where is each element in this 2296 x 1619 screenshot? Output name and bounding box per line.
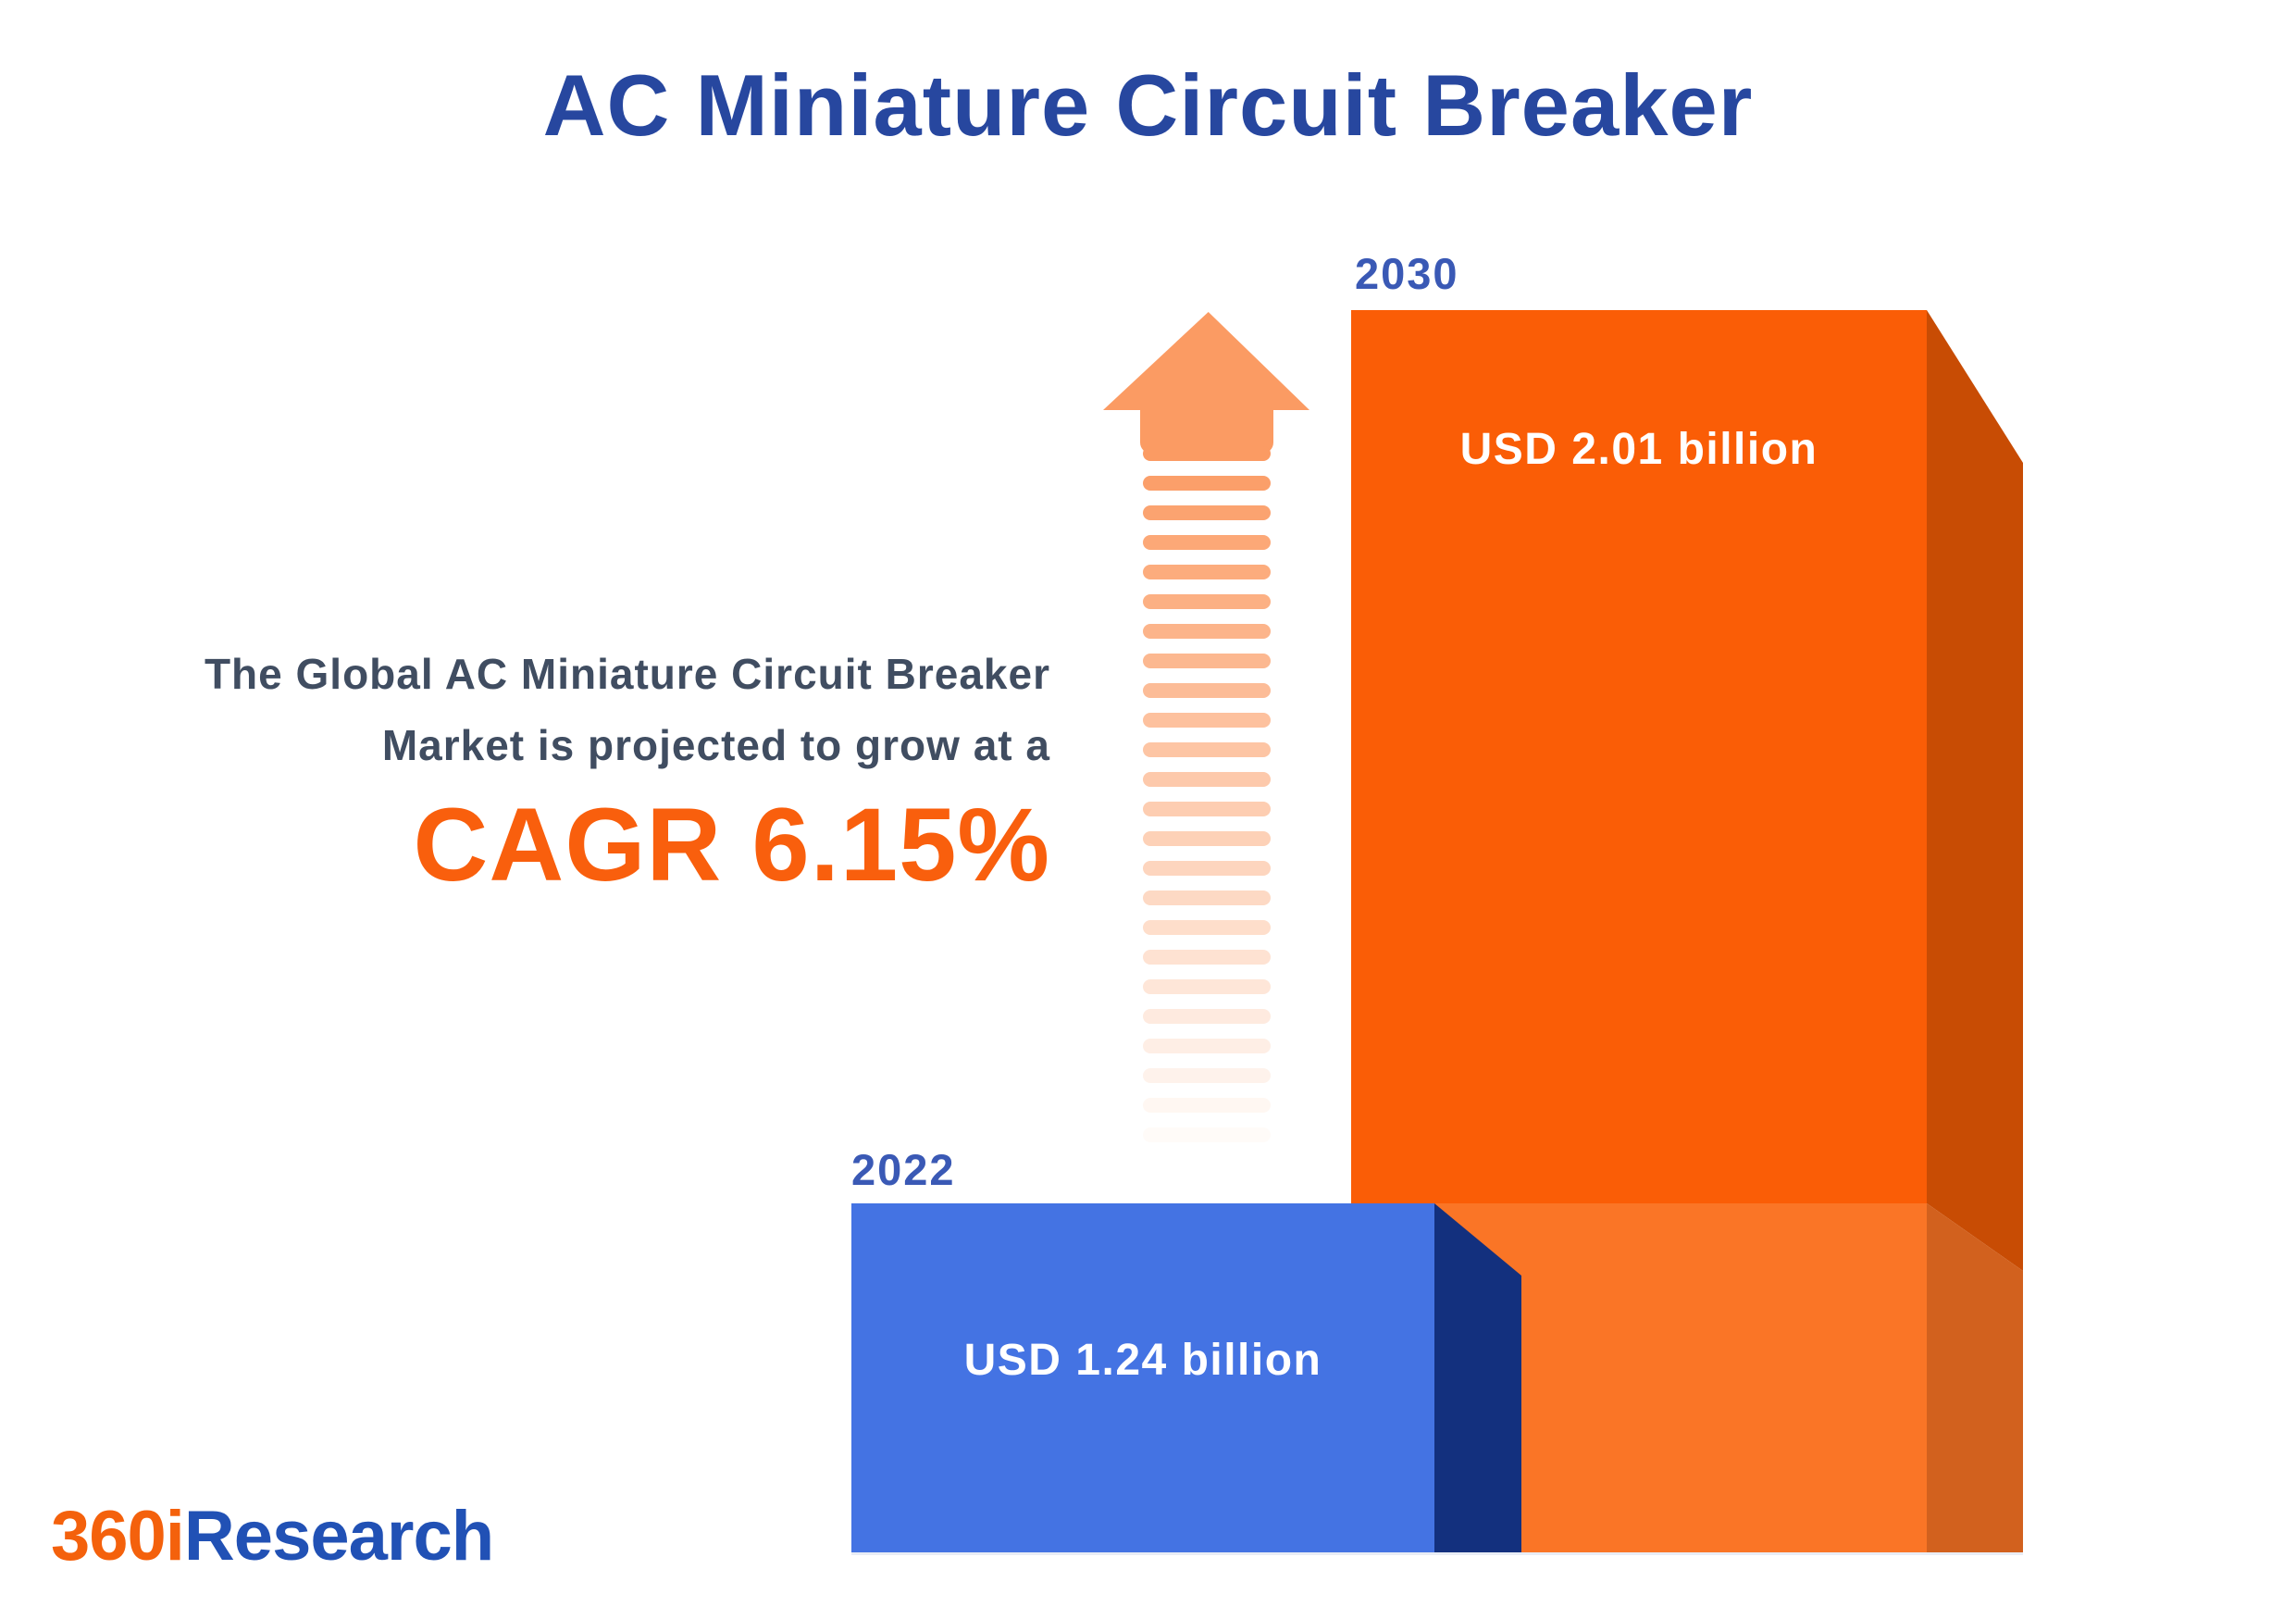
growth-arrow-up-icon — [1103, 312, 1309, 410]
arrow-stripe — [1143, 683, 1271, 698]
arrow-stripe — [1143, 890, 1271, 905]
arrow-stripe — [1143, 1039, 1271, 1053]
arrow-stripe — [1143, 654, 1271, 668]
arrow-stripe — [1143, 1009, 1271, 1024]
arrow-stripe — [1143, 624, 1271, 639]
logo-suffix: Research — [183, 1497, 494, 1575]
arrow-stripe — [1143, 920, 1271, 935]
growth-arrow-neck — [1140, 408, 1273, 454]
baseline — [851, 1552, 2023, 1555]
market-subtitle-line: Market is projected to grow at a — [381, 721, 1050, 769]
arrow-stripe — [1143, 1098, 1271, 1113]
arrow-stripe — [1143, 772, 1271, 787]
arrow-stripe — [1143, 950, 1271, 965]
year-label-2022: 2022 — [851, 1145, 956, 1194]
arrow-stripe — [1143, 535, 1271, 550]
arrow-stripe — [1143, 713, 1271, 728]
arrow-stripe — [1143, 742, 1271, 757]
arrow-stripe — [1143, 1068, 1271, 1083]
market-subtitle-line: The Global AC Miniature Circuit Breaker — [204, 650, 1050, 698]
bar-2030-side-bottom — [1927, 1203, 2023, 1552]
arrow-stripe — [1143, 594, 1271, 609]
arrow-stripe — [1143, 802, 1271, 816]
arrow-stripe — [1143, 505, 1271, 520]
cagr-text: CAGR 6.15% — [413, 787, 1050, 903]
arrow-stripe — [1143, 476, 1271, 491]
bar-2022-front — [851, 1203, 1434, 1552]
year-label-2030: 2030 — [1355, 249, 1459, 298]
arrow-stripe — [1143, 979, 1271, 994]
logo-prefix: 360i — [51, 1497, 185, 1575]
arrow-stripes — [1143, 446, 1271, 1150]
arrow-stripe — [1143, 565, 1271, 579]
arrow-stripe — [1143, 861, 1271, 876]
arrow-stripe — [1143, 831, 1271, 846]
value-label-2030: USD 2.01 billion — [1459, 425, 1818, 474]
bar-2030-side-top — [1927, 310, 2023, 1271]
market-annotation: The Global AC Miniature Circuit Breaker … — [205, 639, 1050, 900]
arrow-stripe — [1143, 446, 1271, 461]
arrow-stripe — [1143, 1127, 1271, 1142]
bar-2030-front-top — [1351, 310, 1927, 1203]
brand-logo: 360iResearch — [51, 1496, 494, 1576]
value-label-2022: USD 1.24 billion — [963, 1336, 1322, 1385]
page-title: AC Miniature Circuit Breaker — [542, 56, 1754, 154]
